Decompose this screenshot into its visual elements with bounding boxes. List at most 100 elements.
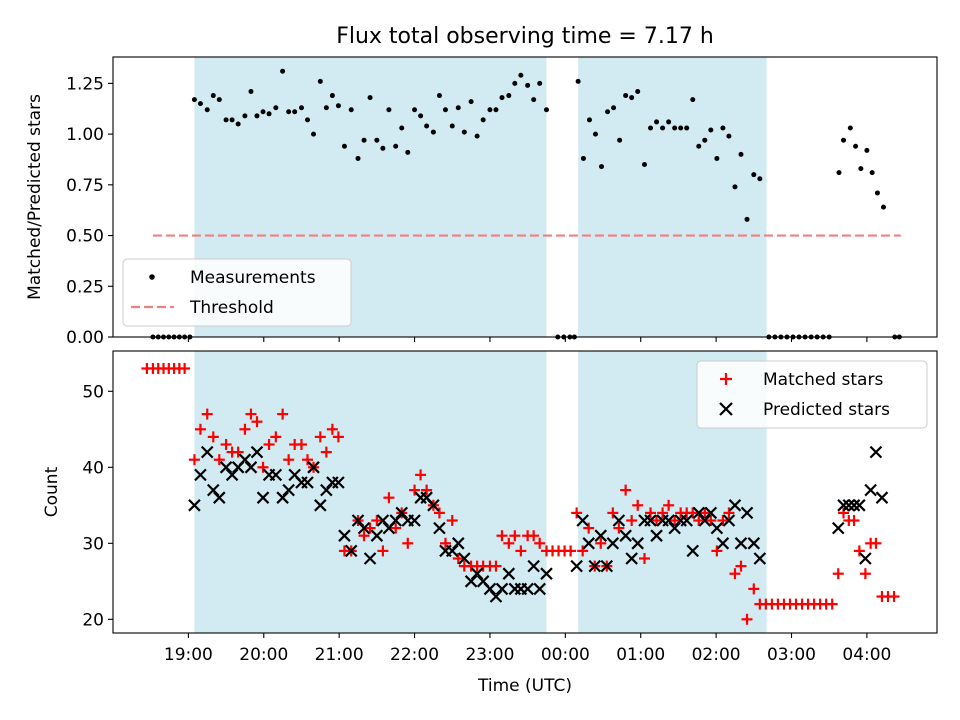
matched-star-point — [832, 568, 844, 580]
measurement-point — [399, 125, 405, 131]
predicted-star-point — [728, 499, 742, 512]
measurement-point — [424, 123, 430, 129]
predicted-star-point — [320, 483, 333, 497]
measurement-point — [836, 170, 842, 176]
y-tick-label: 50 — [82, 382, 104, 402]
measurement-point — [853, 143, 859, 149]
predicted-star-point — [540, 567, 553, 580]
matched-star-point — [515, 545, 527, 557]
matched-star-point — [826, 598, 838, 610]
matched-star-point — [638, 553, 650, 565]
predicted-star-point — [710, 521, 724, 535]
measurement-point — [317, 78, 323, 84]
measurement-point — [623, 93, 629, 99]
measurement-point — [329, 93, 335, 99]
predicted-star-point — [859, 552, 872, 565]
predicted-star-point — [662, 514, 675, 527]
matched-star-point — [364, 522, 376, 534]
measurement-point — [493, 107, 499, 113]
measurement-point — [635, 88, 641, 94]
measurement-point — [757, 176, 763, 182]
measurement-point — [738, 151, 744, 157]
measurement-point — [468, 99, 474, 105]
predicted-star-point — [351, 514, 365, 527]
predicted-star-point — [276, 491, 289, 504]
predicted-star-point — [686, 544, 700, 558]
predicted-star-point — [244, 461, 258, 474]
matched-star-point — [748, 583, 760, 595]
chart-title: Flux total observing time = 7.17 h — [336, 24, 714, 49]
measurement-point — [254, 113, 260, 119]
measurement-point — [216, 97, 222, 103]
matched-star-point — [870, 537, 882, 549]
predicted-star-point — [357, 521, 371, 535]
matched-star-point — [663, 499, 675, 511]
predicted-star-point — [433, 521, 446, 535]
predicted-star-point — [470, 567, 484, 580]
measurement-point — [323, 105, 329, 111]
matched-star-point — [377, 545, 389, 557]
matched-star-point — [651, 515, 663, 527]
legend-predicted-marker — [719, 402, 733, 416]
measurement-point — [474, 133, 480, 139]
predicted-star-point — [740, 506, 754, 520]
measurement-point — [708, 127, 714, 133]
matched-star-point — [723, 507, 735, 519]
measurement-point — [880, 204, 886, 210]
matched-star-point — [490, 560, 502, 572]
predicted-star-point — [395, 506, 409, 520]
x-tick-label: 00:00 — [541, 645, 590, 665]
y-tick-label: 30 — [82, 534, 104, 554]
predicted-star-point — [847, 499, 861, 512]
x-tick-label: 04:00 — [842, 645, 891, 665]
predicted-star-point — [753, 552, 767, 565]
matched-star-point — [358, 530, 370, 542]
matched-star-point — [194, 423, 206, 435]
predicted-star-point — [238, 453, 252, 466]
legend-threshold-label: Threshold — [189, 298, 274, 318]
measurement-point — [449, 123, 455, 129]
measurement-point — [580, 155, 586, 161]
x-tick-label: 20:00 — [239, 645, 288, 665]
predicted-star-point — [747, 537, 761, 550]
matched-star-point — [729, 568, 741, 580]
top-y-label: Matched/Predicted stars — [25, 94, 45, 300]
matched-star-point — [213, 454, 225, 466]
matched-star-point — [188, 454, 200, 466]
predicted-star-point — [376, 514, 390, 527]
matched-star-point — [263, 438, 275, 450]
bottom-y-label: Count — [42, 466, 62, 517]
measurement-point — [380, 145, 386, 151]
measurement-point — [298, 105, 304, 111]
matched-star-point — [409, 484, 421, 496]
predicted-stars-points — [188, 445, 889, 603]
matched-star-point — [257, 461, 269, 473]
predicted-star-point — [495, 582, 509, 596]
matched-star-point — [848, 515, 860, 527]
measurement-point — [617, 137, 623, 143]
matched-star-point — [402, 537, 414, 549]
y-tick-label: 0.50 — [66, 227, 104, 247]
predicted-star-point — [338, 529, 351, 542]
matched-star-point — [717, 515, 729, 527]
measurement-point — [714, 155, 720, 161]
predicted-star-point — [644, 514, 657, 527]
predicted-star-point — [600, 559, 614, 573]
bottom-x-ticks: 19:00 20:00 21:00 22:00 23:00 00:00 01:00 02:00… — [164, 633, 891, 665]
x-tick-label: 02:00 — [692, 645, 741, 665]
measurement-point — [355, 155, 361, 161]
shaded-interval — [194, 351, 547, 633]
matched-star-point — [446, 515, 458, 527]
y-tick-label: 0.25 — [66, 277, 104, 297]
bottom-shaded-intervals — [194, 351, 767, 633]
matched-star-point — [613, 522, 625, 534]
predicted-star-point — [314, 499, 327, 512]
predicted-star-point — [734, 537, 748, 550]
measurement-point — [660, 125, 666, 131]
predicted-star-point — [588, 559, 602, 573]
y-tick-label: 1.00 — [66, 125, 104, 145]
measurement-point — [480, 117, 486, 123]
measurement-point — [191, 97, 197, 103]
top-panel-frame — [112, 56, 938, 338]
